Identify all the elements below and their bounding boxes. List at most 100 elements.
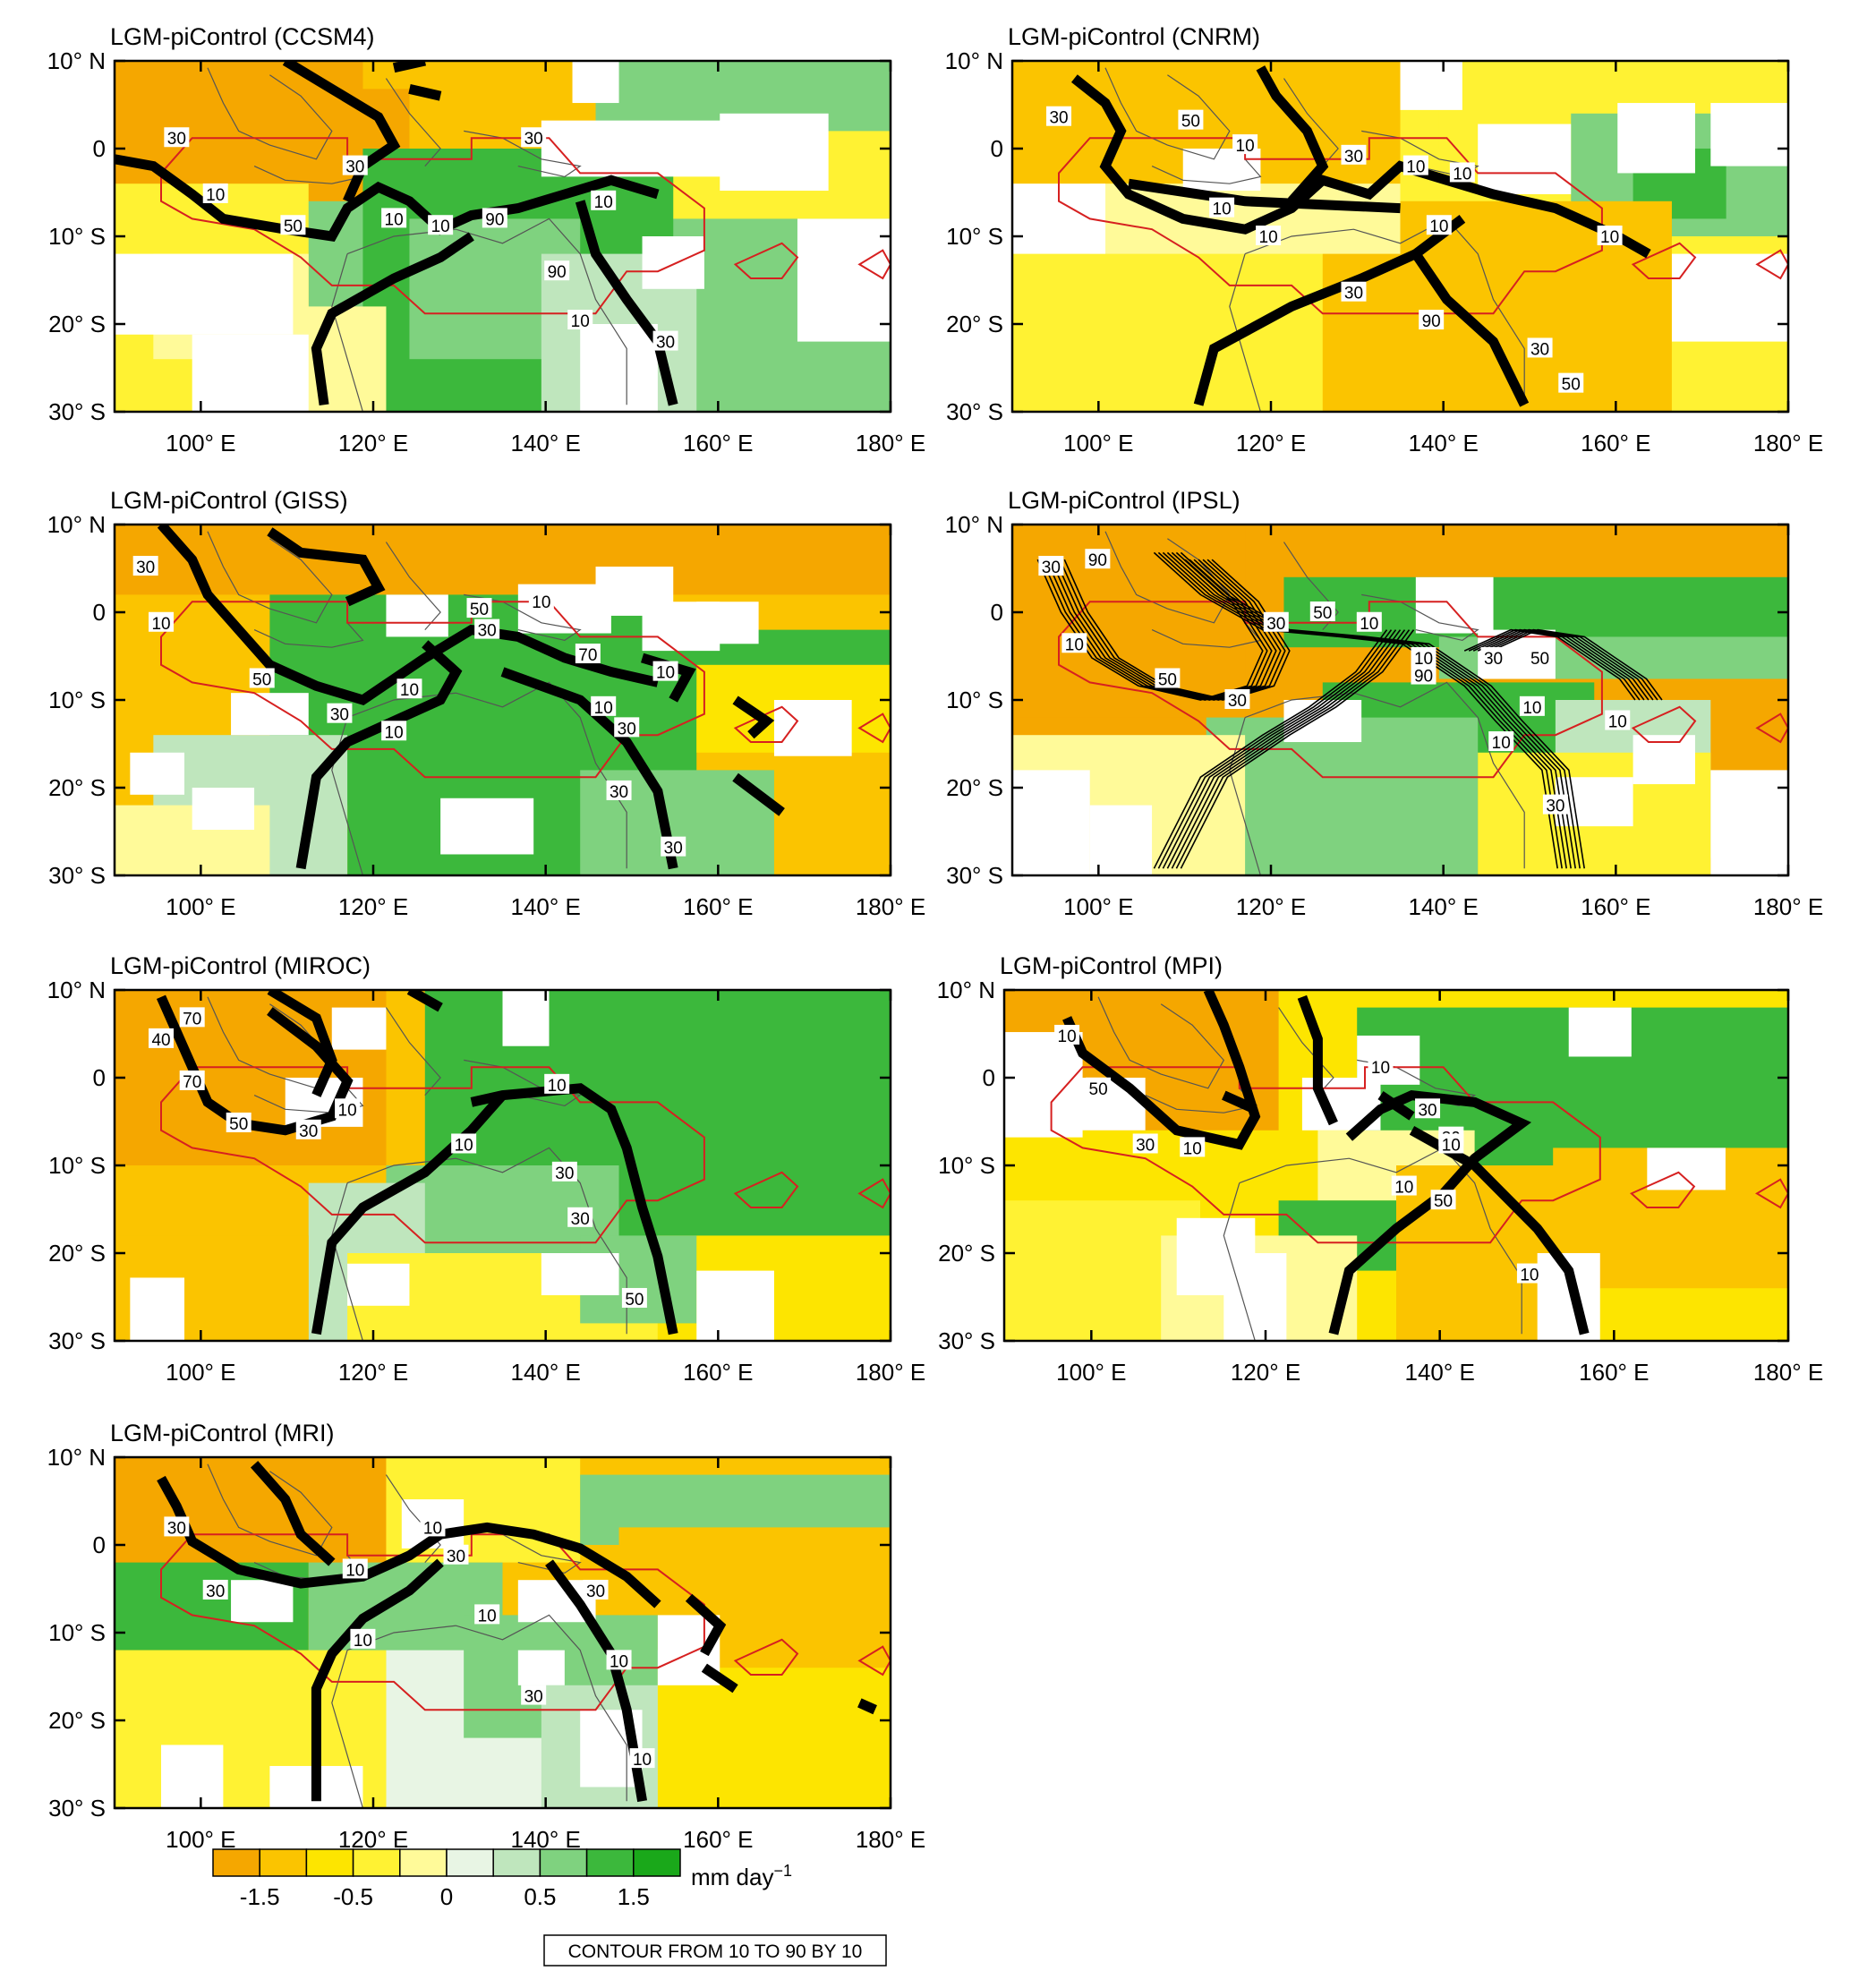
lon-tick-label: 120° E <box>338 1359 408 1386</box>
region-outline <box>1755 712 1788 744</box>
masked-cell <box>517 1650 565 1685</box>
contour-line <box>1180 551 1585 869</box>
masked-cell <box>642 236 704 289</box>
contour-line <box>157 1475 661 1608</box>
lat-tick-label: 10° S <box>938 1152 995 1179</box>
contour-label: 10 <box>629 1748 655 1770</box>
masked-cell <box>231 693 309 736</box>
contour-label: 50 <box>249 668 275 689</box>
svg-text:30: 30 <box>524 1688 543 1707</box>
contour-line <box>115 154 660 243</box>
svg-text:30: 30 <box>664 840 683 858</box>
masked-cell <box>1089 805 1153 875</box>
masked-cell <box>130 1277 185 1341</box>
contour-line <box>575 200 678 406</box>
svg-text:50: 50 <box>625 1291 644 1310</box>
svg-text:90: 90 <box>548 263 567 282</box>
svg-text:50: 50 <box>470 601 489 619</box>
svg-text:30: 30 <box>330 706 349 725</box>
lat-tick-label: 10° S <box>48 1619 106 1646</box>
contour-label: 10 <box>544 1073 570 1096</box>
map-panel-5: LGM-piControl (MIROC) 70 40 70 50 30 10 10 10 30 3… <box>47 952 926 1386</box>
coastline <box>1361 593 1479 642</box>
contour-line <box>1062 990 1261 1150</box>
lon-tick-label: 140° E <box>1408 430 1478 456</box>
contour-label: 10 <box>350 1628 376 1651</box>
contour-line <box>1193 215 1466 406</box>
lat-tick-label: 0 <box>983 1064 995 1091</box>
colorbar-tick-label: 1.5 <box>618 1883 650 1910</box>
contour-label: 30 <box>614 717 640 738</box>
colorbar: -1.5 -0.5 0 0.5 1.5 mm day−1 CONTOUR FROM 10 T… <box>212 1848 887 1967</box>
region-outline <box>857 712 891 744</box>
contour-line <box>1490 628 1663 701</box>
lat-tick-label: 0 <box>991 599 1003 626</box>
field-patch <box>1206 717 1479 875</box>
colorbar-swatch <box>492 1848 541 1877</box>
contour-line <box>157 525 660 706</box>
masked-cell <box>502 990 550 1046</box>
contour-label: 10 <box>567 310 593 331</box>
contour-label: 10 <box>1209 197 1235 219</box>
colorbar-tick-label: -0.5 <box>333 1883 373 1910</box>
region-outline <box>160 137 705 315</box>
svg-text:10: 10 <box>532 593 550 612</box>
contour-label: 10 <box>606 1650 632 1671</box>
masked-cell <box>541 1253 619 1296</box>
contour-label: 50 <box>1527 646 1553 669</box>
svg-text:10: 10 <box>548 1077 567 1096</box>
lon-tick-label: 140° E <box>510 1359 580 1386</box>
region-outline <box>1631 242 1697 279</box>
contour-label: 10 <box>1232 134 1258 156</box>
colorbar-swatch <box>352 1848 401 1877</box>
svg-text:30: 30 <box>1042 559 1061 577</box>
contour-label: 10 <box>202 183 228 205</box>
contour-line <box>1070 74 1651 259</box>
lat-tick-label: 30° S <box>938 1327 995 1354</box>
lon-tick-label: 120° E <box>1231 1359 1300 1386</box>
contour-label: 10 <box>428 215 454 236</box>
contour-label: 10 <box>1391 1175 1417 1198</box>
contour-line <box>250 1461 336 1566</box>
coastline <box>331 253 363 412</box>
masked-cell <box>161 1745 224 1808</box>
precip-field: 30 10 50 30 10 10 90 30 10 90 10 30 <box>115 61 891 412</box>
lon-tick-label: 160° E <box>683 430 753 456</box>
contour-label: 10 <box>1605 710 1631 732</box>
svg-text:30: 30 <box>1546 798 1564 816</box>
contour-label: 10 <box>1402 155 1428 177</box>
lon-tick-label: 120° E <box>338 893 408 920</box>
region-outline <box>1050 1066 1601 1244</box>
contour-label: 10 <box>335 1098 361 1120</box>
lon-tick-label: 120° E <box>1236 430 1306 456</box>
region-outline <box>1631 705 1697 743</box>
svg-text:30: 30 <box>618 720 636 738</box>
lat-tick-label: 20° S <box>938 1240 995 1267</box>
lon-tick-label: 120° E <box>338 1826 408 1853</box>
svg-text:10: 10 <box>354 1632 372 1651</box>
contour-label: 30 <box>606 780 632 802</box>
masked-cell <box>1223 1253 1287 1341</box>
contour-label: 50 <box>280 215 306 236</box>
contour-label: 70 <box>575 644 601 665</box>
region-outline <box>1755 1178 1788 1209</box>
coastline <box>1223 1182 1256 1341</box>
lat-tick-label: 20° S <box>48 774 106 801</box>
field-patch <box>115 525 891 595</box>
lon-tick-label: 100° E <box>166 1359 235 1386</box>
lat-tick-label: 30° S <box>48 1327 106 1354</box>
coastline <box>1104 531 1231 624</box>
contour-label: 10 <box>342 1558 368 1580</box>
contour-label: 10 <box>474 1604 500 1625</box>
lon-tick-label: 140° E <box>510 430 580 456</box>
colorbar-tick-label: 0 <box>440 1883 453 1910</box>
svg-text:10: 10 <box>423 1519 442 1538</box>
lat-tick-label: 30° S <box>946 398 1003 425</box>
masked-cell <box>331 1007 387 1050</box>
lon-tick-label: 140° E <box>1404 1359 1474 1386</box>
contour-label: 50 <box>1178 109 1204 132</box>
contour-label: 10 <box>528 591 554 612</box>
masked-cell <box>231 1580 294 1623</box>
